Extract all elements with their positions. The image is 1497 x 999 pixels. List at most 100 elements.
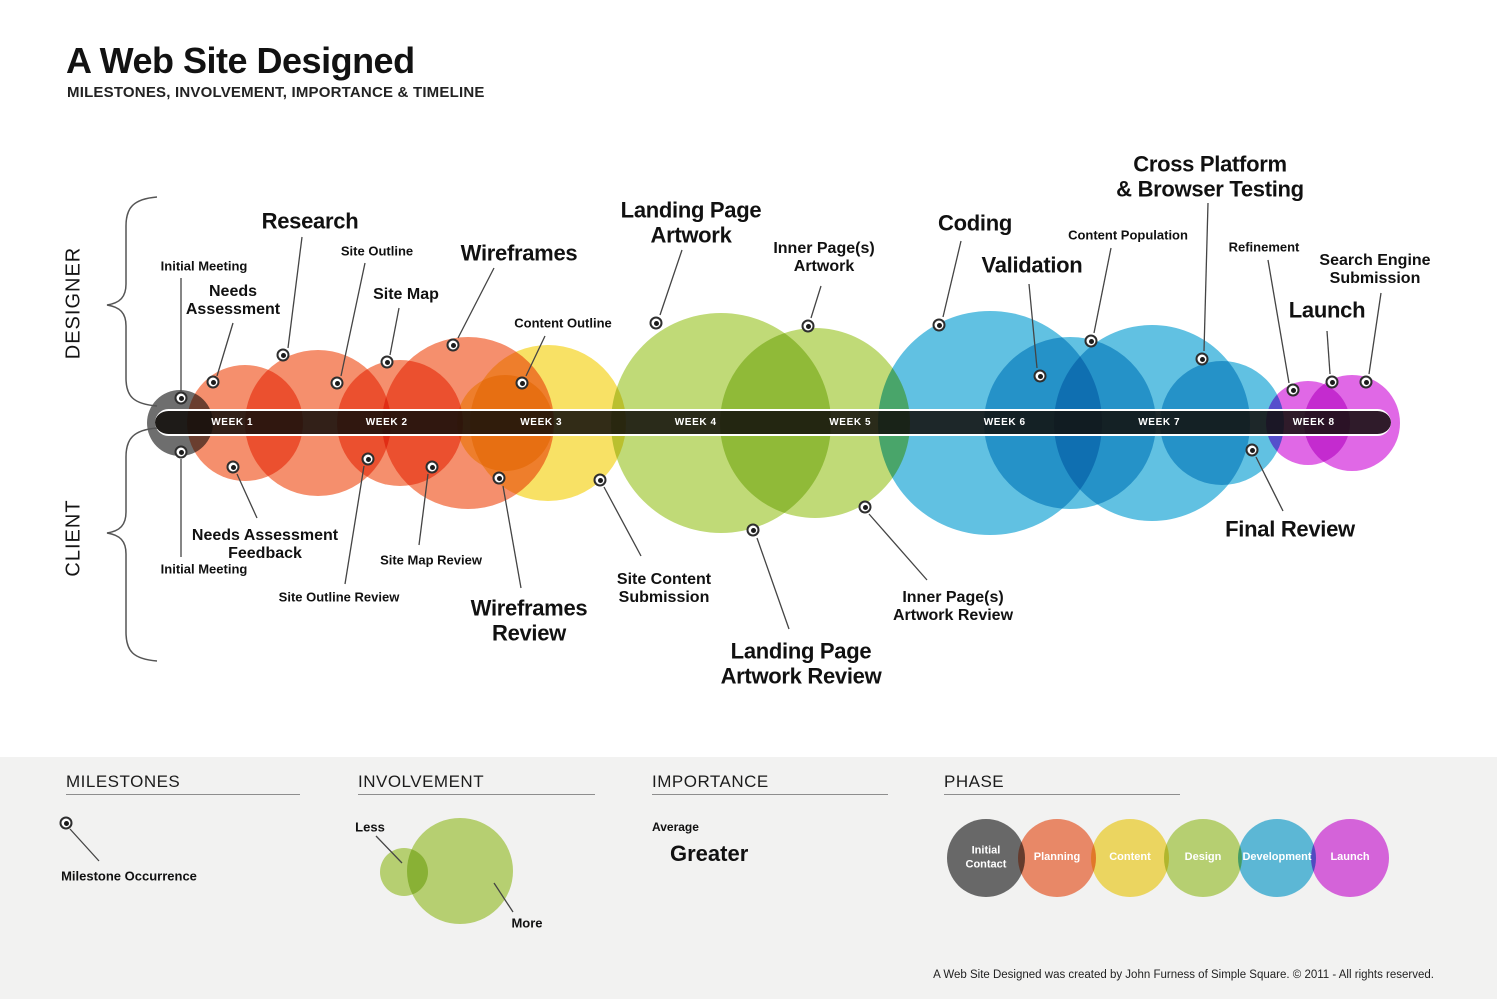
designer-brace (106, 196, 158, 407)
phase-label: Content (1109, 851, 1151, 864)
milestone-label: Initial Meeting (160, 561, 248, 577)
milestone-label: Site Map (373, 286, 439, 304)
legend-importance-header: IMPORTANCE (652, 772, 769, 791)
week-label: WEEK 6 (983, 417, 1026, 428)
milestone-label: Wireframes (460, 240, 578, 266)
milestone-dot (226, 460, 240, 474)
leader-line (287, 236, 303, 349)
legend-phase-header: PHASE (944, 772, 1005, 791)
milestone-dot (649, 316, 663, 330)
milestone-label: Initial Meeting (160, 258, 248, 274)
leader-line (1326, 330, 1331, 375)
designer-group-label: DESIGNER (62, 246, 85, 360)
legend-involvement-header: INVOLVEMENT (358, 772, 485, 791)
milestone-dot (515, 376, 529, 390)
milestone-dot (1359, 375, 1373, 389)
milestone-dot (174, 391, 188, 405)
legend-rule (358, 794, 595, 795)
milestone-label: Site Outline Review (278, 589, 400, 605)
milestone-dot (593, 473, 607, 487)
milestone-dot (1033, 369, 1047, 383)
leader-line (1368, 292, 1382, 375)
legend-milestones-header: MILESTONES (66, 772, 181, 791)
leader-line (603, 486, 642, 557)
milestone-label: Site Map Review (380, 552, 482, 568)
milestone-occurrence-label: Milestone Occurrence (61, 868, 197, 884)
milestone-label: Refinement (1228, 239, 1300, 255)
phase-label: Design (1184, 851, 1222, 864)
leader-line (1267, 259, 1290, 384)
importance-average-label: Average (652, 820, 699, 834)
week-label: WEEK 3 (520, 417, 563, 428)
legend-rule (66, 794, 300, 795)
leader-line (457, 267, 495, 339)
milestone-dot (380, 355, 394, 369)
leader-line (868, 513, 928, 581)
phase-circle (1018, 819, 1096, 897)
milestone-label: Inner Page(s) Artwork Review (892, 589, 1014, 624)
milestone-dot (932, 318, 946, 332)
milestone-dot (330, 376, 344, 390)
legend-rule (944, 794, 1180, 795)
milestone-dot (746, 523, 760, 537)
leader-line (659, 249, 683, 316)
phase-circle (947, 819, 1025, 897)
milestone-label: Content Population (1068, 227, 1188, 243)
milestone-label: Final Review (1225, 516, 1355, 542)
milestone-dot (1286, 383, 1300, 397)
milestone-label: Search Engine Submission (1319, 252, 1431, 287)
week-label: WEEK 1 (211, 417, 254, 428)
milestone-dot (1325, 375, 1339, 389)
milestone-dot (446, 338, 460, 352)
milestone-dot (276, 348, 290, 362)
milestone-dot (174, 445, 188, 459)
milestone-dot (801, 319, 815, 333)
milestone-dot (1195, 352, 1209, 366)
milestone-label: Landing Page Artwork (620, 197, 762, 247)
phase-label: Development (1242, 851, 1312, 864)
phase-circle (1164, 819, 1242, 897)
leader-line (1093, 247, 1112, 334)
week-label: WEEK 2 (365, 417, 408, 428)
milestone-label: Site Content Submission (616, 571, 712, 606)
milestone-dot (361, 452, 375, 466)
leader-line (810, 285, 822, 319)
phase-circle (1238, 819, 1316, 897)
importance-greater-label: Greater (670, 841, 749, 866)
phase-circle (1091, 819, 1169, 897)
leader-line (1203, 202, 1209, 352)
milestone-dot (858, 500, 872, 514)
leader-line (502, 485, 522, 589)
page-title: A Web Site Designed (66, 40, 415, 81)
footer-credit: A Web Site Designed was created by John … (933, 969, 1434, 981)
timeline-bar: WEEK 1 WEEK 2 WEEK 3 WEEK 4 WEEK 5 WEEK 6 WEEK… (155, 409, 1391, 436)
milestone-label: Content Outline (514, 315, 612, 331)
milestone-label: Wireframes Review (470, 595, 588, 645)
phase-label: Launch (1330, 851, 1370, 864)
milestone-label: Launch (1288, 297, 1366, 323)
legend-rule (652, 794, 888, 795)
milestone-dot (206, 375, 220, 389)
milestone-label: Site Outline (340, 243, 414, 259)
page-subtitle: MILESTONES, INVOLVEMENT, IMPORTANCE & TI… (67, 84, 485, 101)
phase-circle (1311, 819, 1389, 897)
week-label: WEEK 5 (829, 417, 872, 428)
involvement-more-label: More (511, 915, 543, 931)
milestone-label: Coding (938, 210, 1012, 236)
phase-label: Initial Contact (965, 844, 1007, 870)
milestone-dot (425, 460, 439, 474)
week-label: WEEK 4 (674, 417, 717, 428)
milestone-dot (492, 471, 506, 485)
milestone-dot (1084, 334, 1098, 348)
milestone-label: Inner Page(s) Artwork (773, 240, 875, 275)
week-label: WEEK 7 (1138, 417, 1181, 428)
milestone-label: Needs Assessment Feedback (191, 527, 339, 562)
week-label: WEEK 8 (1292, 417, 1335, 428)
milestone-label: Research (261, 208, 359, 234)
involvement-legend-circle (407, 818, 513, 924)
milestone-label: Landing Page Artwork Review (720, 638, 882, 688)
milestone-label: Needs Assessment (185, 283, 281, 318)
milestone-dot (1245, 443, 1259, 457)
milestone-label: Validation (981, 252, 1083, 278)
